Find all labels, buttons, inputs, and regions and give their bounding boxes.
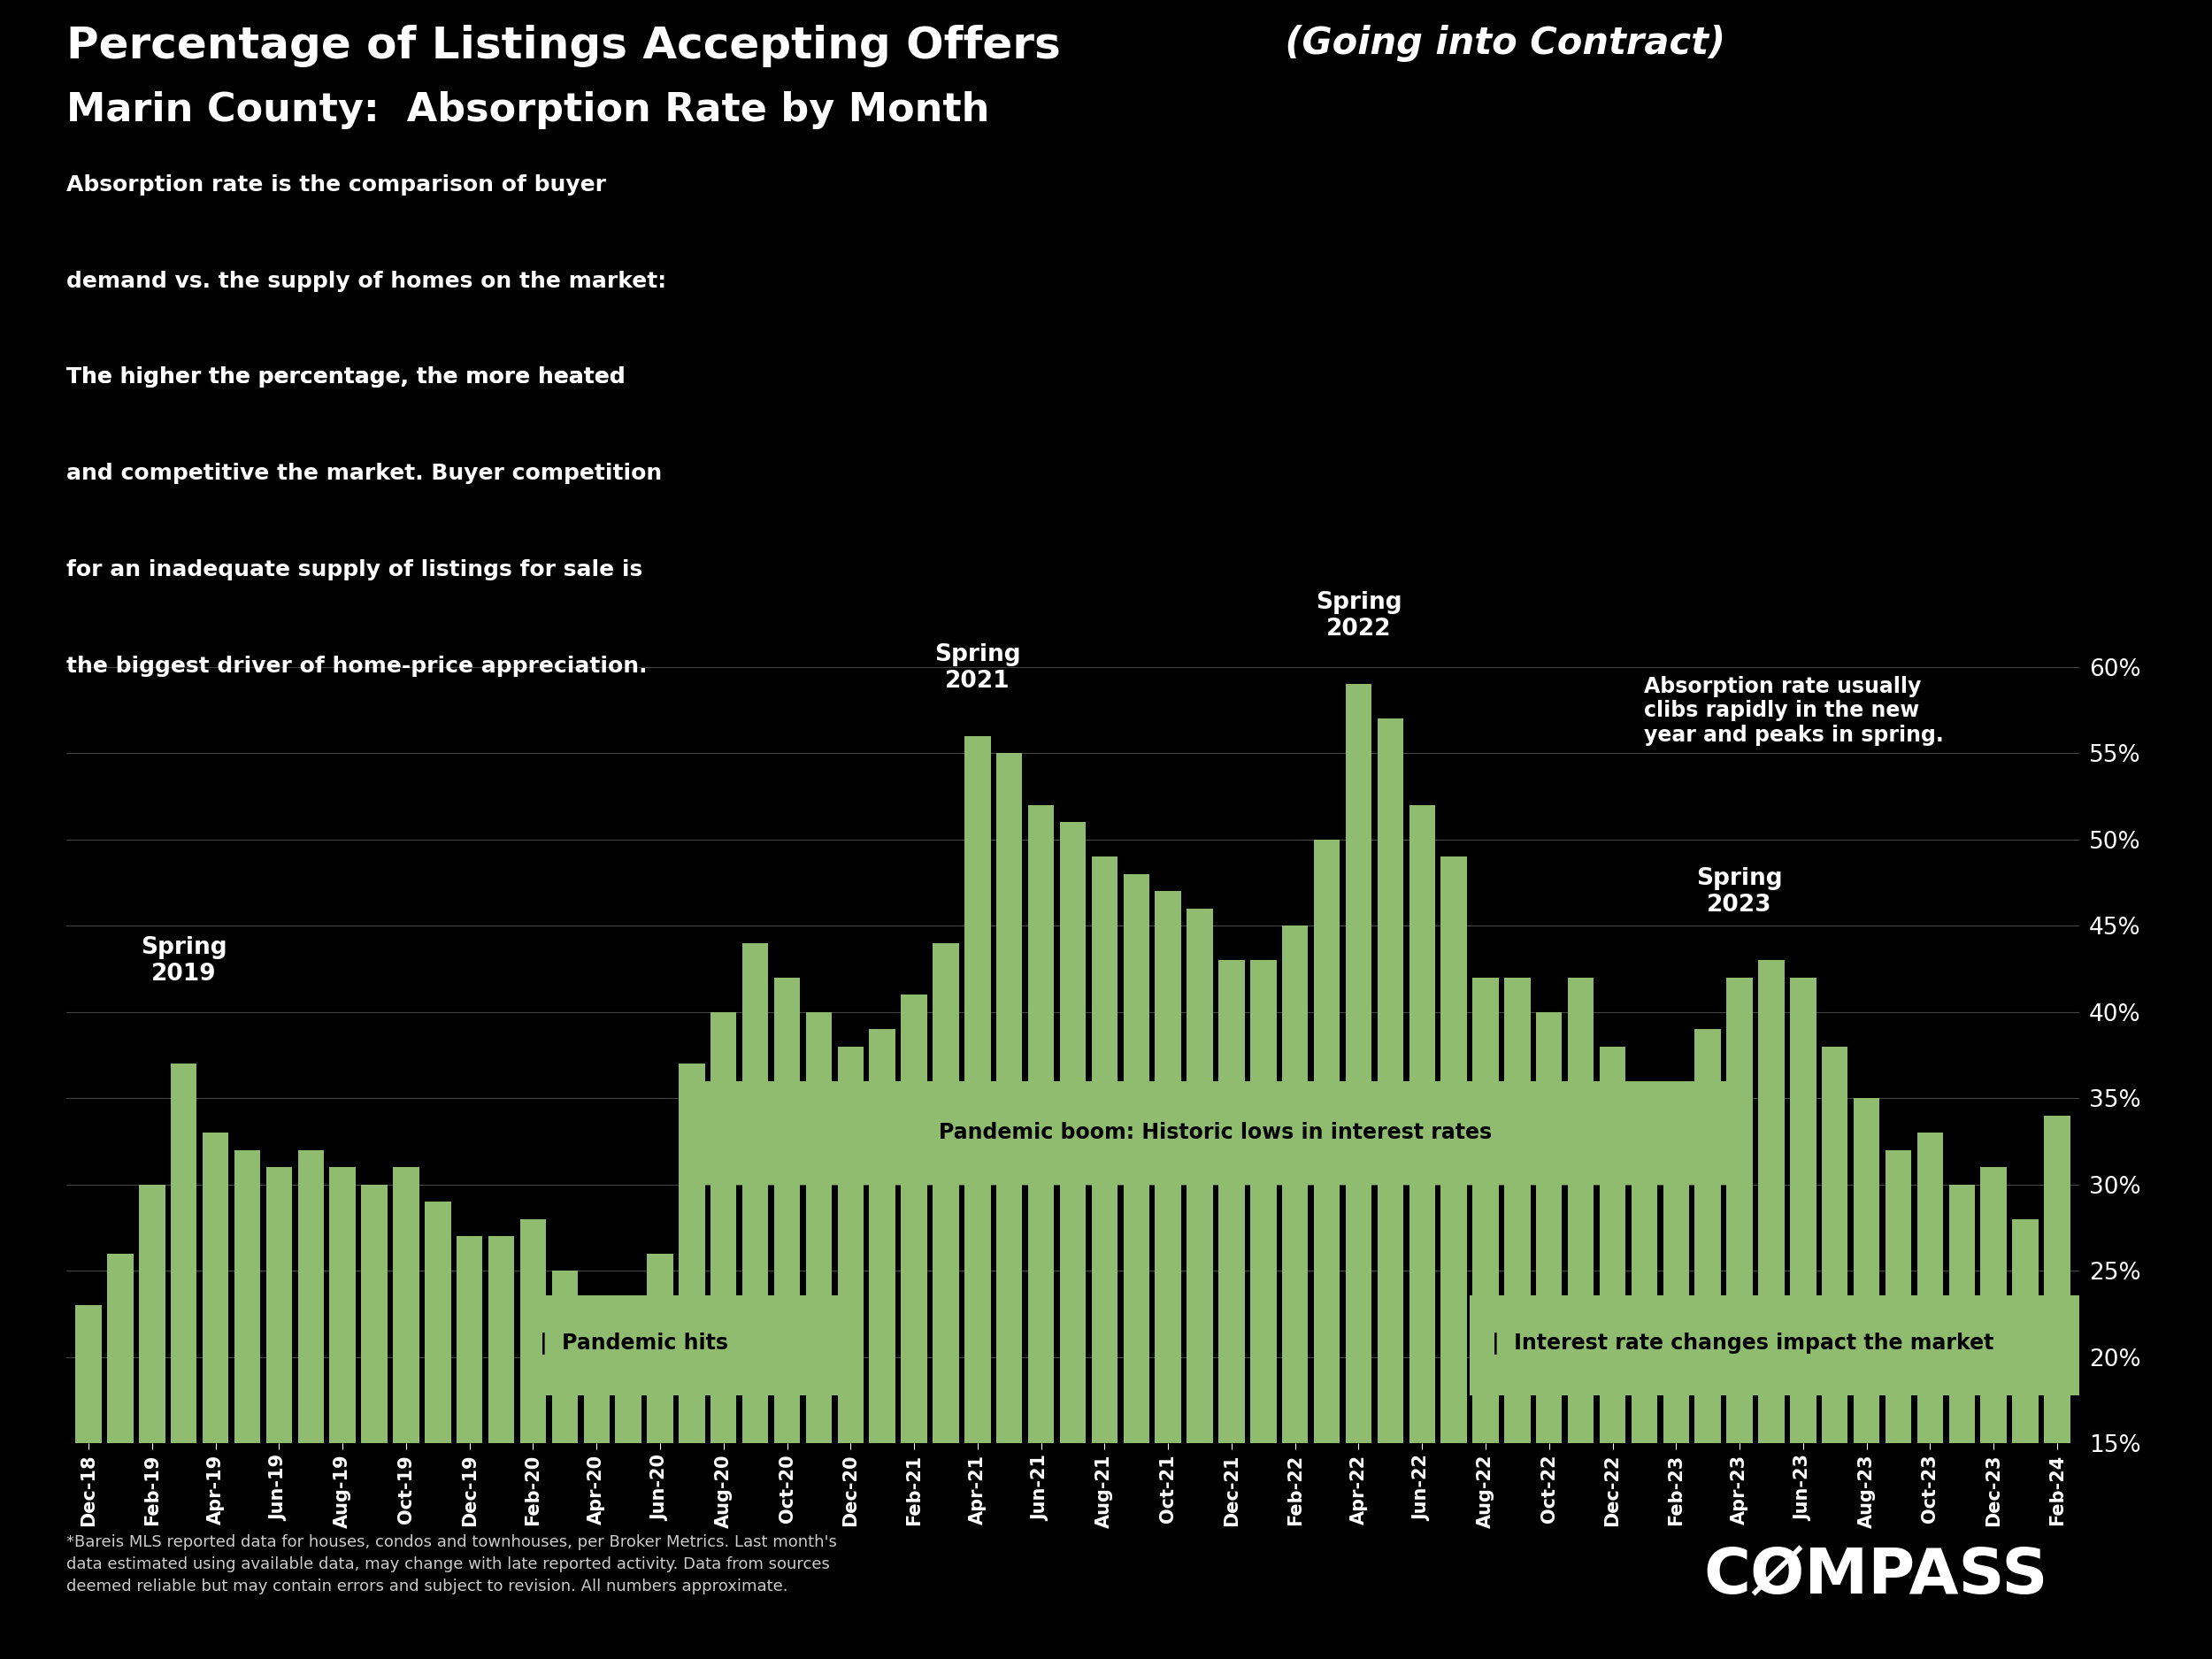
Bar [1060,823,1086,1659]
Bar [1885,1150,1911,1659]
Bar [361,1185,387,1659]
Bar [425,1201,451,1659]
Bar [520,1219,546,1659]
FancyBboxPatch shape [1469,1296,2088,1395]
Bar [1219,961,1245,1659]
Bar [2044,1115,2070,1659]
Bar [75,1306,102,1659]
Bar [1790,977,1816,1659]
Text: Spring
2019: Spring 2019 [142,937,228,985]
Bar [615,1322,641,1659]
Bar [1949,1185,1975,1659]
Bar [1378,718,1402,1659]
Bar [234,1150,261,1659]
Bar [489,1236,515,1659]
Bar [299,1150,323,1659]
Bar [1283,926,1307,1659]
Bar [330,1168,356,1659]
Bar [1630,1098,1657,1659]
Bar [710,1012,737,1659]
Bar [1918,1133,1942,1659]
Text: Spring
2023: Spring 2023 [1697,868,1783,917]
Bar [1091,856,1117,1659]
Bar [2013,1219,2037,1659]
Text: The higher the percentage, the more heated: The higher the percentage, the more heat… [66,367,626,388]
Text: for an inadequate supply of listings for sale is: for an inadequate supply of listings for… [66,559,644,581]
Bar [743,942,768,1659]
Text: (Going into Contract): (Going into Contract) [1272,25,1725,61]
Text: The higher the percentage, the more heated: The higher the percentage, the more heat… [66,367,626,388]
Text: Absorption rate is the comparison of buyer: Absorption rate is the comparison of buy… [66,174,606,196]
Bar [1535,1012,1562,1659]
Text: Marin County:  Absorption Rate by Month: Marin County: Absorption Rate by Month [66,91,989,129]
Bar [1694,1029,1721,1659]
Bar [1155,891,1181,1659]
Text: Percentage of Listings Accepting Offers: Percentage of Listings Accepting Offers [66,25,1062,68]
Bar [1854,1098,1880,1659]
Text: |  Pandemic hits: | Pandemic hits [540,1332,728,1354]
Text: CØMPASS: CØMPASS [1703,1546,2048,1608]
Bar [1124,874,1150,1659]
Bar [1759,961,1785,1659]
Bar [584,1374,611,1659]
Bar [1345,684,1371,1659]
Bar [1473,977,1498,1659]
Bar [964,737,991,1659]
Text: and competitive the market. Buyer competition: and competitive the market. Buyer compet… [66,463,661,484]
Bar [1029,805,1055,1659]
Bar [900,995,927,1659]
FancyBboxPatch shape [520,1296,838,1395]
Bar [774,977,801,1659]
Bar [265,1168,292,1659]
Bar [648,1254,672,1659]
Text: Absorption rate usually
clibs rapidly in the new
year and peaks in spring.: Absorption rate usually clibs rapidly in… [1644,675,1944,747]
Bar [139,1185,166,1659]
Text: |  Interest rate changes impact the market: | Interest rate changes impact the marke… [1491,1332,1993,1354]
Bar [1409,805,1436,1659]
Bar [1568,977,1595,1659]
Text: *Bareis MLS reported data for houses, condos and townhouses, per Broker Metrics.: *Bareis MLS reported data for houses, co… [66,1535,836,1594]
Bar [1188,909,1212,1659]
Bar [1599,1047,1626,1659]
Text: Spring
2022: Spring 2022 [1316,592,1402,640]
Bar [204,1133,228,1659]
Bar [1663,1082,1690,1659]
Bar [1314,839,1340,1659]
Bar [394,1168,418,1659]
Bar [1823,1047,1847,1659]
Bar [995,753,1022,1659]
Text: Pandemic boom: Historic lows in interest rates: Pandemic boom: Historic lows in interest… [940,1121,1493,1143]
Bar [551,1271,577,1659]
Bar [805,1012,832,1659]
Bar [456,1236,482,1659]
Bar [170,1063,197,1659]
Text: the biggest driver of home-price appreciation.: the biggest driver of home-price appreci… [66,655,648,677]
Bar [933,942,958,1659]
Bar [1728,977,1752,1659]
Bar [679,1063,706,1659]
FancyBboxPatch shape [692,1082,1741,1185]
Bar [1250,961,1276,1659]
Text: Spring
2021: Spring 2021 [933,644,1020,693]
Bar [869,1029,896,1659]
Text: demand vs. the supply of homes on the market:: demand vs. the supply of homes on the ma… [66,270,666,292]
Bar [1440,856,1467,1659]
Bar [838,1047,863,1659]
Bar [108,1254,133,1659]
Bar [1980,1168,2006,1659]
Bar [1504,977,1531,1659]
